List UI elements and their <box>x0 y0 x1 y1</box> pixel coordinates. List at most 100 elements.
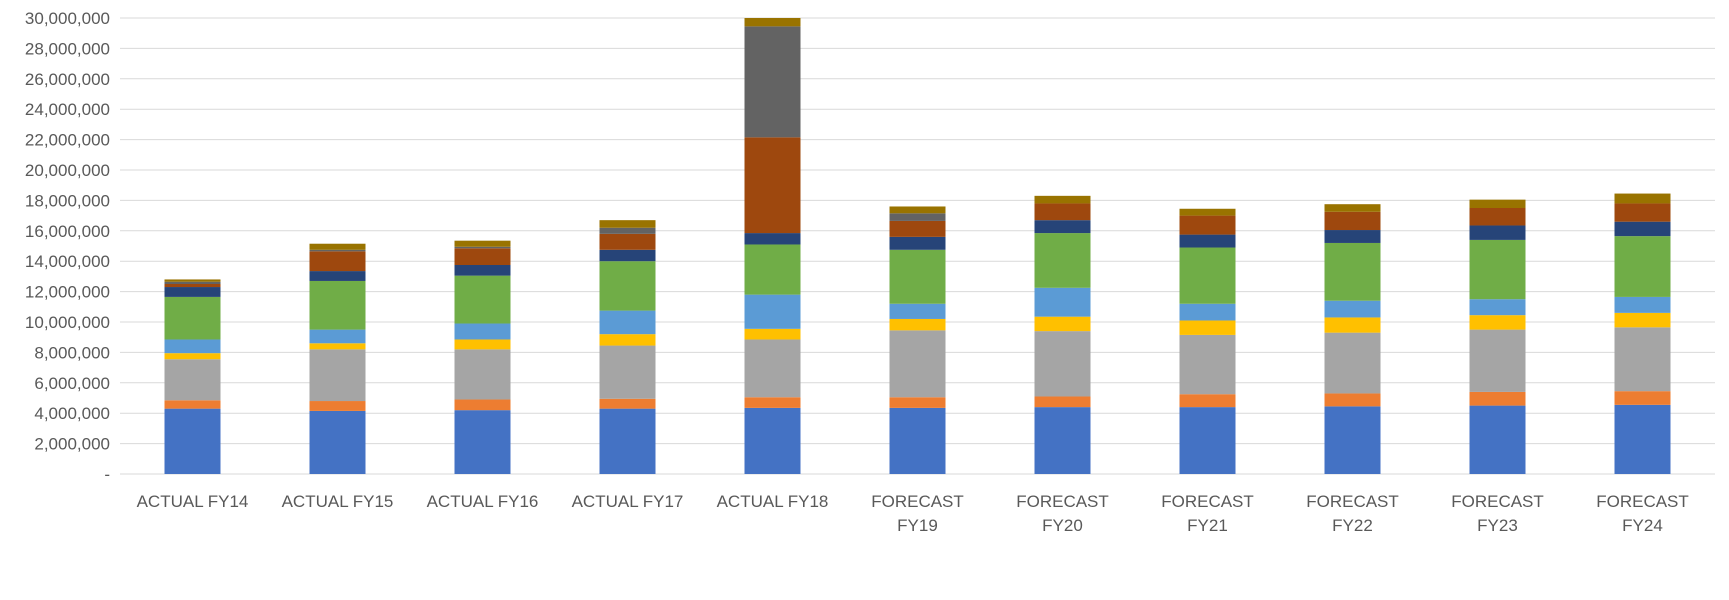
x-tick-label: FORECAST <box>1596 492 1689 511</box>
bar-segment <box>164 281 221 284</box>
bar-segment <box>1324 332 1381 394</box>
bar-segment <box>889 236 946 250</box>
bar-segment <box>1034 287 1091 317</box>
bar-segment <box>599 408 656 474</box>
bar-segment <box>309 243 366 250</box>
bar-segment <box>1179 215 1236 235</box>
x-tick-label: FORECAST <box>1451 492 1544 511</box>
bar-segment <box>1179 407 1236 474</box>
x-tick-label: FORECAST <box>1306 492 1399 511</box>
bar-segment <box>889 397 946 408</box>
bar-segment <box>1469 405 1526 474</box>
bar-segment <box>164 296 221 340</box>
bar-segment <box>1324 406 1381 474</box>
bar-segment <box>599 233 656 250</box>
y-tick-label: 22,000,000 <box>25 131 110 150</box>
bar-segment <box>1324 204 1381 212</box>
y-tick-label: 20,000,000 <box>25 161 110 180</box>
bar-segment <box>1614 236 1671 297</box>
bar-segment <box>164 339 221 354</box>
bar-segment <box>309 349 366 402</box>
bar-segment <box>599 261 656 311</box>
bar-segment <box>1614 193 1671 204</box>
bar-segment <box>1469 225 1526 240</box>
bar-segment <box>309 401 366 411</box>
bar-segment <box>309 280 366 330</box>
x-axis-tick-labels: ACTUAL FY14 ACTUAL FY15 ACTUAL FY16 ACTUAL … <box>137 492 1689 535</box>
bar-segment <box>744 137 801 234</box>
bar-segment <box>1034 407 1091 474</box>
bar-segment <box>744 26 801 138</box>
bar-segment <box>1469 391 1526 406</box>
y-tick-label: 26,000,000 <box>25 70 110 89</box>
bar-segment <box>454 349 511 400</box>
bar-segment <box>164 400 221 409</box>
y-tick-label: 10,000,000 <box>25 313 110 332</box>
bar-segment <box>1034 220 1091 234</box>
y-tick-label: 12,000,000 <box>25 283 110 302</box>
x-tick-label: FY20 <box>1042 516 1083 535</box>
bar-segment <box>1179 247 1236 304</box>
bar-segment <box>744 339 801 398</box>
bar-segment <box>309 343 366 350</box>
bar-segment <box>889 318 946 331</box>
y-tick-label: 14,000,000 <box>25 252 110 271</box>
y-tick-label: 6,000,000 <box>34 374 110 393</box>
bar-segment <box>889 330 946 398</box>
bar-segment <box>1469 208 1526 226</box>
bar-segment <box>744 244 801 295</box>
bars <box>164 18 1671 474</box>
bar-segment <box>309 251 366 272</box>
bar-segment <box>454 410 511 474</box>
y-tick-label: 24,000,000 <box>25 100 110 119</box>
y-tick-label: 8,000,000 <box>34 343 110 362</box>
bar-segment <box>454 339 511 350</box>
x-tick-label: ACTUAL FY14 <box>137 492 249 511</box>
bar-segment <box>1179 234 1236 248</box>
bar-segment <box>1469 315 1526 330</box>
x-tick-label: FY23 <box>1477 516 1518 535</box>
bar-segment <box>1614 203 1671 222</box>
y-tick-label: 4,000,000 <box>34 404 110 423</box>
bar-segment <box>1614 391 1671 405</box>
bar-segment <box>744 233 801 245</box>
bar-segment <box>1469 329 1526 392</box>
bar-segment <box>309 271 366 281</box>
bar-segment <box>1614 404 1671 474</box>
bar-segment <box>454 240 511 247</box>
bar-segment <box>1324 242 1381 301</box>
bar-segment <box>454 323 511 340</box>
x-tick-label: FORECAST <box>1161 492 1254 511</box>
bar-segment <box>309 329 366 344</box>
bar-segment <box>164 408 221 474</box>
bar-segment <box>599 334 656 346</box>
bar-segment <box>599 310 656 335</box>
x-tick-label: FY21 <box>1187 516 1228 535</box>
y-tick-label: 28,000,000 <box>25 39 110 58</box>
y-tick-label: - <box>104 465 110 484</box>
bar-segment <box>164 353 221 360</box>
x-tick-label: FY24 <box>1622 516 1663 535</box>
bar-segment <box>1469 199 1526 208</box>
bar-segment <box>889 249 946 304</box>
bar-segment <box>889 220 946 237</box>
bar-segment <box>1034 331 1091 397</box>
bar-segment <box>889 206 946 214</box>
bar-segment <box>1614 296 1671 313</box>
bar-segment <box>309 249 366 252</box>
bar-segment <box>309 410 366 474</box>
bar-segment <box>164 279 221 282</box>
bar-segment <box>599 398 656 409</box>
bar-segment <box>454 248 511 265</box>
bar-segment <box>744 18 801 27</box>
x-tick-label: FY19 <box>897 516 938 535</box>
bar-segment <box>1179 334 1236 395</box>
bar-segment <box>164 287 221 297</box>
bar-segment <box>1179 303 1236 321</box>
bar-segment <box>164 284 221 288</box>
bar-segment <box>1034 316 1091 332</box>
bar-segment <box>599 227 656 234</box>
bar-segment <box>1324 317 1381 333</box>
x-tick-label: ACTUAL FY15 <box>282 492 394 511</box>
